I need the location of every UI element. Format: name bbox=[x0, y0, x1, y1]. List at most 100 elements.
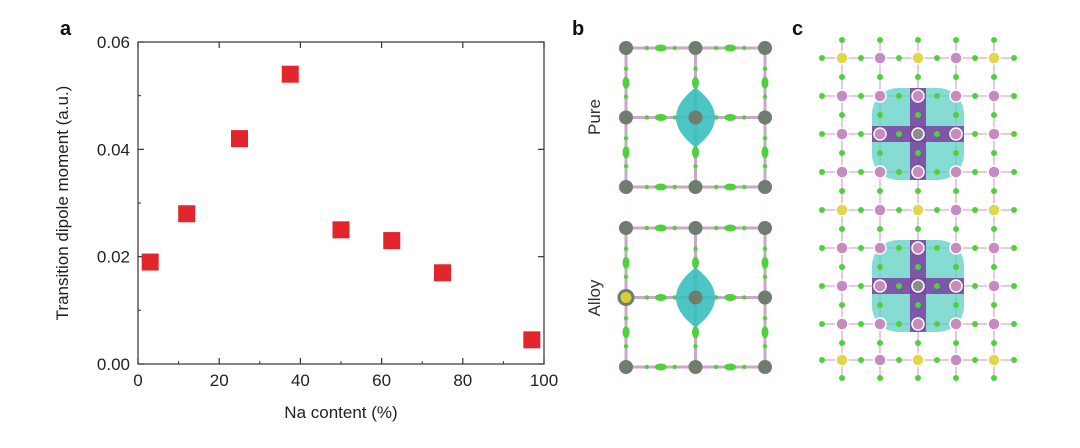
halide-small bbox=[623, 164, 629, 169]
data-point bbox=[178, 205, 196, 223]
data-point bbox=[141, 253, 159, 271]
halide-site bbox=[654, 224, 667, 232]
halide-site bbox=[761, 256, 769, 269]
metal-atom bbox=[987, 89, 1001, 103]
halide-site bbox=[877, 37, 883, 43]
halide-site bbox=[761, 326, 769, 339]
halide-small bbox=[672, 295, 677, 300]
metal-atom bbox=[688, 180, 703, 194]
metal-atom bbox=[688, 41, 703, 55]
metal-atom bbox=[987, 127, 1001, 141]
halide-site bbox=[972, 321, 978, 327]
panel-c-letter: c bbox=[792, 18, 803, 40]
halide-site bbox=[915, 264, 921, 270]
halide-site bbox=[654, 294, 667, 301]
halide-site bbox=[819, 357, 825, 363]
halide-site bbox=[692, 146, 699, 159]
halide-small bbox=[762, 136, 768, 141]
halide-site bbox=[724, 363, 737, 371]
na-atom bbox=[617, 289, 635, 306]
halide-site bbox=[896, 357, 902, 363]
supercell-lattice-diagram bbox=[819, 37, 1017, 381]
halide-site bbox=[953, 302, 959, 308]
metal-atom bbox=[873, 89, 887, 103]
halide-small bbox=[623, 94, 629, 99]
metal-atom bbox=[873, 165, 887, 179]
halide-site bbox=[1011, 207, 1017, 213]
halide-small bbox=[762, 316, 768, 321]
metal-atom bbox=[873, 203, 887, 217]
halide-site bbox=[972, 93, 978, 99]
halide-site bbox=[1011, 357, 1017, 363]
halide-site bbox=[991, 375, 997, 381]
halide-site bbox=[915, 188, 921, 194]
metal-atom bbox=[758, 180, 772, 194]
halide-site bbox=[991, 340, 997, 346]
halide-small bbox=[644, 364, 649, 370]
halide-site bbox=[915, 112, 921, 118]
halide-site bbox=[1011, 131, 1017, 137]
halide-site bbox=[896, 55, 902, 61]
halide-site bbox=[839, 226, 845, 232]
halide-site bbox=[896, 283, 902, 289]
halide-site bbox=[839, 112, 845, 118]
x-tick-label: 80 bbox=[453, 371, 472, 390]
metal-atom bbox=[949, 89, 963, 103]
halide-site bbox=[991, 112, 997, 118]
halide-site bbox=[654, 183, 667, 191]
scatter-chart: 0.00 0.02 0.04 0.06 0 20 40 60 80 100 Na content… bbox=[53, 33, 558, 422]
halide-site bbox=[877, 74, 883, 80]
data-point bbox=[523, 331, 541, 349]
data-point bbox=[434, 264, 451, 282]
halide-small bbox=[762, 66, 768, 71]
halide-site bbox=[819, 207, 825, 213]
na-atom bbox=[835, 353, 849, 367]
halide-site bbox=[972, 245, 978, 251]
halide-site bbox=[858, 283, 864, 289]
halide-site bbox=[877, 302, 883, 308]
x-axis-ticks: 0 20 40 60 80 100 bbox=[133, 42, 558, 390]
metal-atom bbox=[758, 221, 772, 235]
halide-small bbox=[762, 94, 768, 99]
metal-atom bbox=[835, 279, 849, 293]
halide-site bbox=[877, 226, 883, 232]
halide-site bbox=[858, 357, 864, 363]
halide-site bbox=[1011, 283, 1017, 289]
x-tick-label: 20 bbox=[210, 371, 229, 390]
x-tick-label: 100 bbox=[530, 371, 558, 390]
halide-site bbox=[858, 207, 864, 213]
halide-site bbox=[819, 283, 825, 289]
halide-site bbox=[915, 302, 921, 308]
halide-small bbox=[762, 274, 768, 279]
halide-small bbox=[714, 364, 719, 370]
halide-small bbox=[672, 45, 677, 51]
halide-site bbox=[915, 340, 921, 346]
halide-site bbox=[972, 169, 978, 175]
halide-site bbox=[858, 131, 864, 137]
halide-site bbox=[953, 375, 959, 381]
halide-site bbox=[953, 226, 959, 232]
halide-site bbox=[1011, 93, 1017, 99]
halide-site bbox=[896, 207, 902, 213]
halide-small bbox=[762, 344, 768, 349]
metal-atom bbox=[987, 165, 1001, 179]
halide-site bbox=[934, 321, 940, 327]
halide-site bbox=[991, 226, 997, 232]
metal-atom bbox=[987, 241, 1001, 255]
metal-atom bbox=[873, 241, 887, 255]
halide-site bbox=[972, 357, 978, 363]
halide-site bbox=[724, 224, 737, 232]
panel-a-letter: a bbox=[60, 18, 72, 40]
halide-site bbox=[819, 169, 825, 175]
metal-atom bbox=[949, 353, 963, 367]
data-points bbox=[141, 65, 541, 349]
halide-site bbox=[819, 55, 825, 61]
metal-atom bbox=[619, 221, 633, 235]
data-point bbox=[281, 65, 299, 83]
halide-site bbox=[877, 112, 883, 118]
halide-small bbox=[644, 295, 649, 300]
halide-small bbox=[714, 295, 719, 300]
halide-small bbox=[623, 136, 629, 141]
metal-atom bbox=[949, 241, 963, 255]
halide-site bbox=[724, 294, 737, 301]
